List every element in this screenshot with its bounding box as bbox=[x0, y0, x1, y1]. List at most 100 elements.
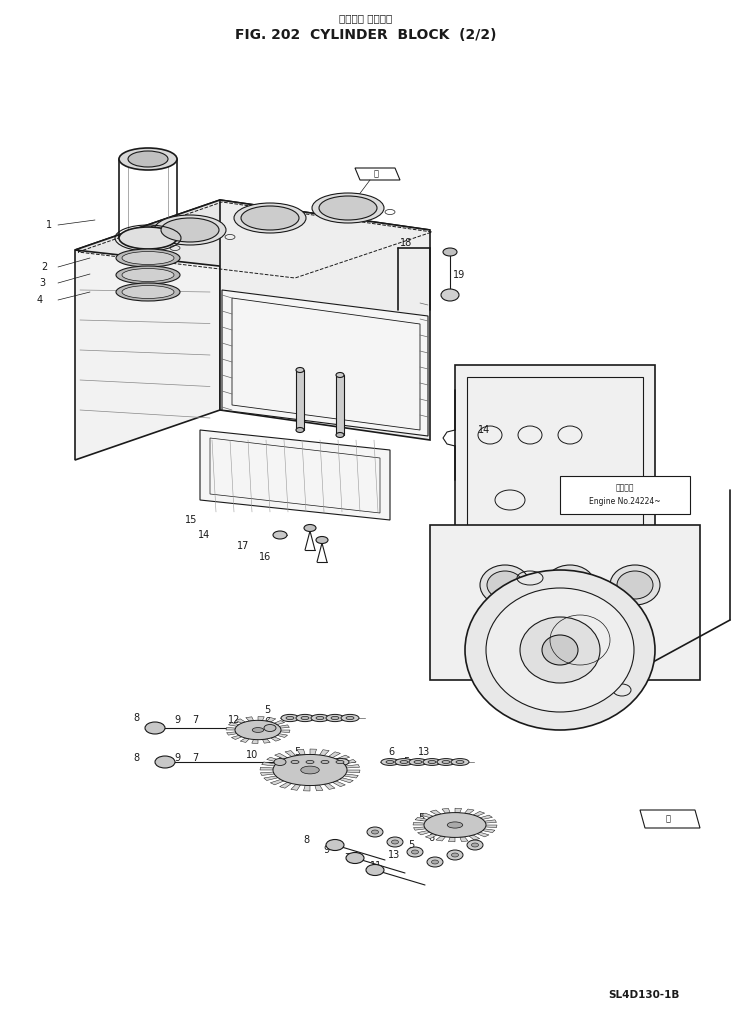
Polygon shape bbox=[436, 836, 445, 841]
Text: 注: 注 bbox=[373, 170, 378, 179]
Ellipse shape bbox=[407, 847, 423, 858]
Ellipse shape bbox=[326, 714, 344, 721]
Ellipse shape bbox=[326, 839, 344, 850]
Ellipse shape bbox=[331, 758, 349, 766]
Ellipse shape bbox=[441, 289, 459, 301]
Ellipse shape bbox=[442, 761, 450, 763]
Polygon shape bbox=[324, 783, 335, 789]
Ellipse shape bbox=[296, 714, 314, 721]
Ellipse shape bbox=[367, 827, 383, 837]
Ellipse shape bbox=[253, 727, 264, 733]
Ellipse shape bbox=[346, 852, 364, 864]
Bar bbox=[560, 477, 690, 514]
Polygon shape bbox=[320, 750, 329, 756]
Text: 19: 19 bbox=[453, 270, 466, 280]
Ellipse shape bbox=[437, 759, 455, 765]
Ellipse shape bbox=[291, 760, 299, 764]
Ellipse shape bbox=[296, 428, 304, 433]
Ellipse shape bbox=[486, 588, 634, 712]
Polygon shape bbox=[477, 832, 489, 837]
Ellipse shape bbox=[316, 716, 324, 719]
Text: 11: 11 bbox=[438, 825, 450, 835]
Ellipse shape bbox=[456, 761, 464, 763]
Ellipse shape bbox=[312, 193, 384, 223]
Ellipse shape bbox=[296, 368, 304, 373]
Text: Engine No.24224~: Engine No.24224~ bbox=[589, 498, 661, 507]
Ellipse shape bbox=[480, 565, 530, 605]
Polygon shape bbox=[455, 365, 655, 539]
Ellipse shape bbox=[552, 571, 588, 599]
Text: 注: 注 bbox=[665, 815, 671, 824]
Polygon shape bbox=[226, 727, 236, 731]
Ellipse shape bbox=[428, 761, 436, 763]
Polygon shape bbox=[332, 781, 346, 786]
Text: 3: 3 bbox=[39, 278, 45, 288]
Ellipse shape bbox=[467, 840, 483, 850]
Polygon shape bbox=[270, 779, 284, 784]
Polygon shape bbox=[473, 812, 485, 816]
Ellipse shape bbox=[306, 760, 314, 764]
Polygon shape bbox=[430, 810, 441, 815]
Text: 13: 13 bbox=[418, 747, 430, 757]
Ellipse shape bbox=[409, 759, 427, 765]
Text: 17: 17 bbox=[237, 541, 250, 551]
Polygon shape bbox=[342, 760, 356, 764]
Ellipse shape bbox=[387, 837, 403, 847]
Ellipse shape bbox=[414, 761, 422, 763]
Polygon shape bbox=[280, 782, 291, 788]
Text: 13: 13 bbox=[388, 850, 400, 860]
Ellipse shape bbox=[116, 266, 180, 284]
Polygon shape bbox=[442, 809, 450, 813]
Text: 6: 6 bbox=[388, 747, 394, 757]
Polygon shape bbox=[222, 290, 428, 436]
Ellipse shape bbox=[273, 755, 347, 785]
Ellipse shape bbox=[128, 151, 168, 167]
Polygon shape bbox=[258, 716, 264, 720]
Ellipse shape bbox=[431, 860, 438, 864]
Polygon shape bbox=[347, 770, 360, 773]
Polygon shape bbox=[421, 813, 433, 818]
Text: 2: 2 bbox=[42, 262, 48, 272]
Text: 7: 7 bbox=[344, 853, 350, 863]
Polygon shape bbox=[640, 810, 700, 828]
Text: 12: 12 bbox=[228, 715, 240, 725]
Text: 8: 8 bbox=[134, 753, 140, 763]
Polygon shape bbox=[465, 809, 474, 814]
Ellipse shape bbox=[617, 571, 653, 599]
Ellipse shape bbox=[122, 268, 174, 281]
Polygon shape bbox=[285, 751, 296, 757]
Text: 9: 9 bbox=[324, 845, 330, 855]
Polygon shape bbox=[482, 829, 495, 833]
Polygon shape bbox=[480, 815, 493, 819]
Ellipse shape bbox=[281, 714, 299, 721]
Polygon shape bbox=[279, 724, 289, 728]
Text: シリンダ ブロック: シリンダ ブロック bbox=[340, 13, 392, 23]
Text: 1: 1 bbox=[46, 220, 52, 230]
Text: 5: 5 bbox=[294, 747, 300, 757]
Ellipse shape bbox=[395, 759, 413, 765]
Ellipse shape bbox=[119, 227, 177, 249]
Text: 6: 6 bbox=[264, 717, 270, 727]
Text: 10: 10 bbox=[246, 750, 258, 760]
Ellipse shape bbox=[341, 714, 359, 721]
Ellipse shape bbox=[400, 761, 408, 763]
Ellipse shape bbox=[286, 716, 294, 719]
Text: 14: 14 bbox=[478, 425, 490, 435]
Polygon shape bbox=[469, 835, 479, 840]
Ellipse shape bbox=[545, 565, 595, 605]
Ellipse shape bbox=[301, 758, 319, 766]
Text: 13: 13 bbox=[248, 727, 261, 737]
Text: 5: 5 bbox=[403, 757, 409, 767]
Polygon shape bbox=[449, 837, 455, 842]
Polygon shape bbox=[291, 784, 300, 790]
Polygon shape bbox=[252, 740, 258, 744]
Ellipse shape bbox=[311, 714, 329, 721]
Polygon shape bbox=[430, 525, 700, 680]
Text: 13: 13 bbox=[458, 815, 470, 825]
Ellipse shape bbox=[154, 215, 226, 245]
Text: 5: 5 bbox=[264, 705, 270, 715]
Text: 8: 8 bbox=[134, 713, 140, 723]
Ellipse shape bbox=[145, 722, 165, 734]
Ellipse shape bbox=[411, 850, 419, 854]
Polygon shape bbox=[485, 825, 497, 828]
